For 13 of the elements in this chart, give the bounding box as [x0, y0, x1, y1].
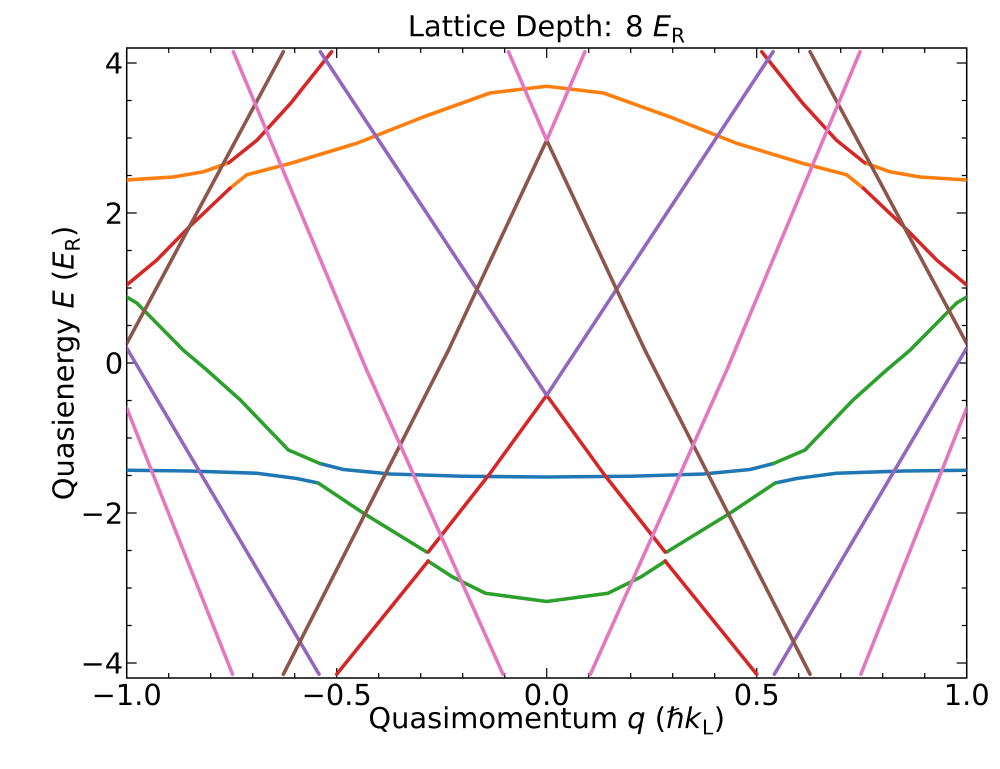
y-tick-label: −4 [84, 652, 122, 674]
x-tick-label: −0.5 [304, 684, 370, 706]
y-tick-label: 2 [106, 202, 120, 224]
x-tick-label: 1.0 [946, 684, 988, 706]
chart-title: Lattice Depth: 8 E$_{R}$ [410, 14, 684, 42]
y-tick-label: 4 [106, 52, 122, 74]
y-axis-title: Quasienergy E (E$_{R}$) [52, 228, 80, 499]
y-tick-label: −2 [84, 502, 120, 524]
x-tick-label: 0.0 [526, 684, 568, 706]
x-axis-title: Quasimomentum q (ℏk$_{L}$) [370, 706, 723, 734]
x-tick-label: 0.5 [736, 684, 778, 706]
y-tick-label: 0 [106, 352, 122, 374]
x-tick-label: −1.0 [94, 684, 160, 706]
